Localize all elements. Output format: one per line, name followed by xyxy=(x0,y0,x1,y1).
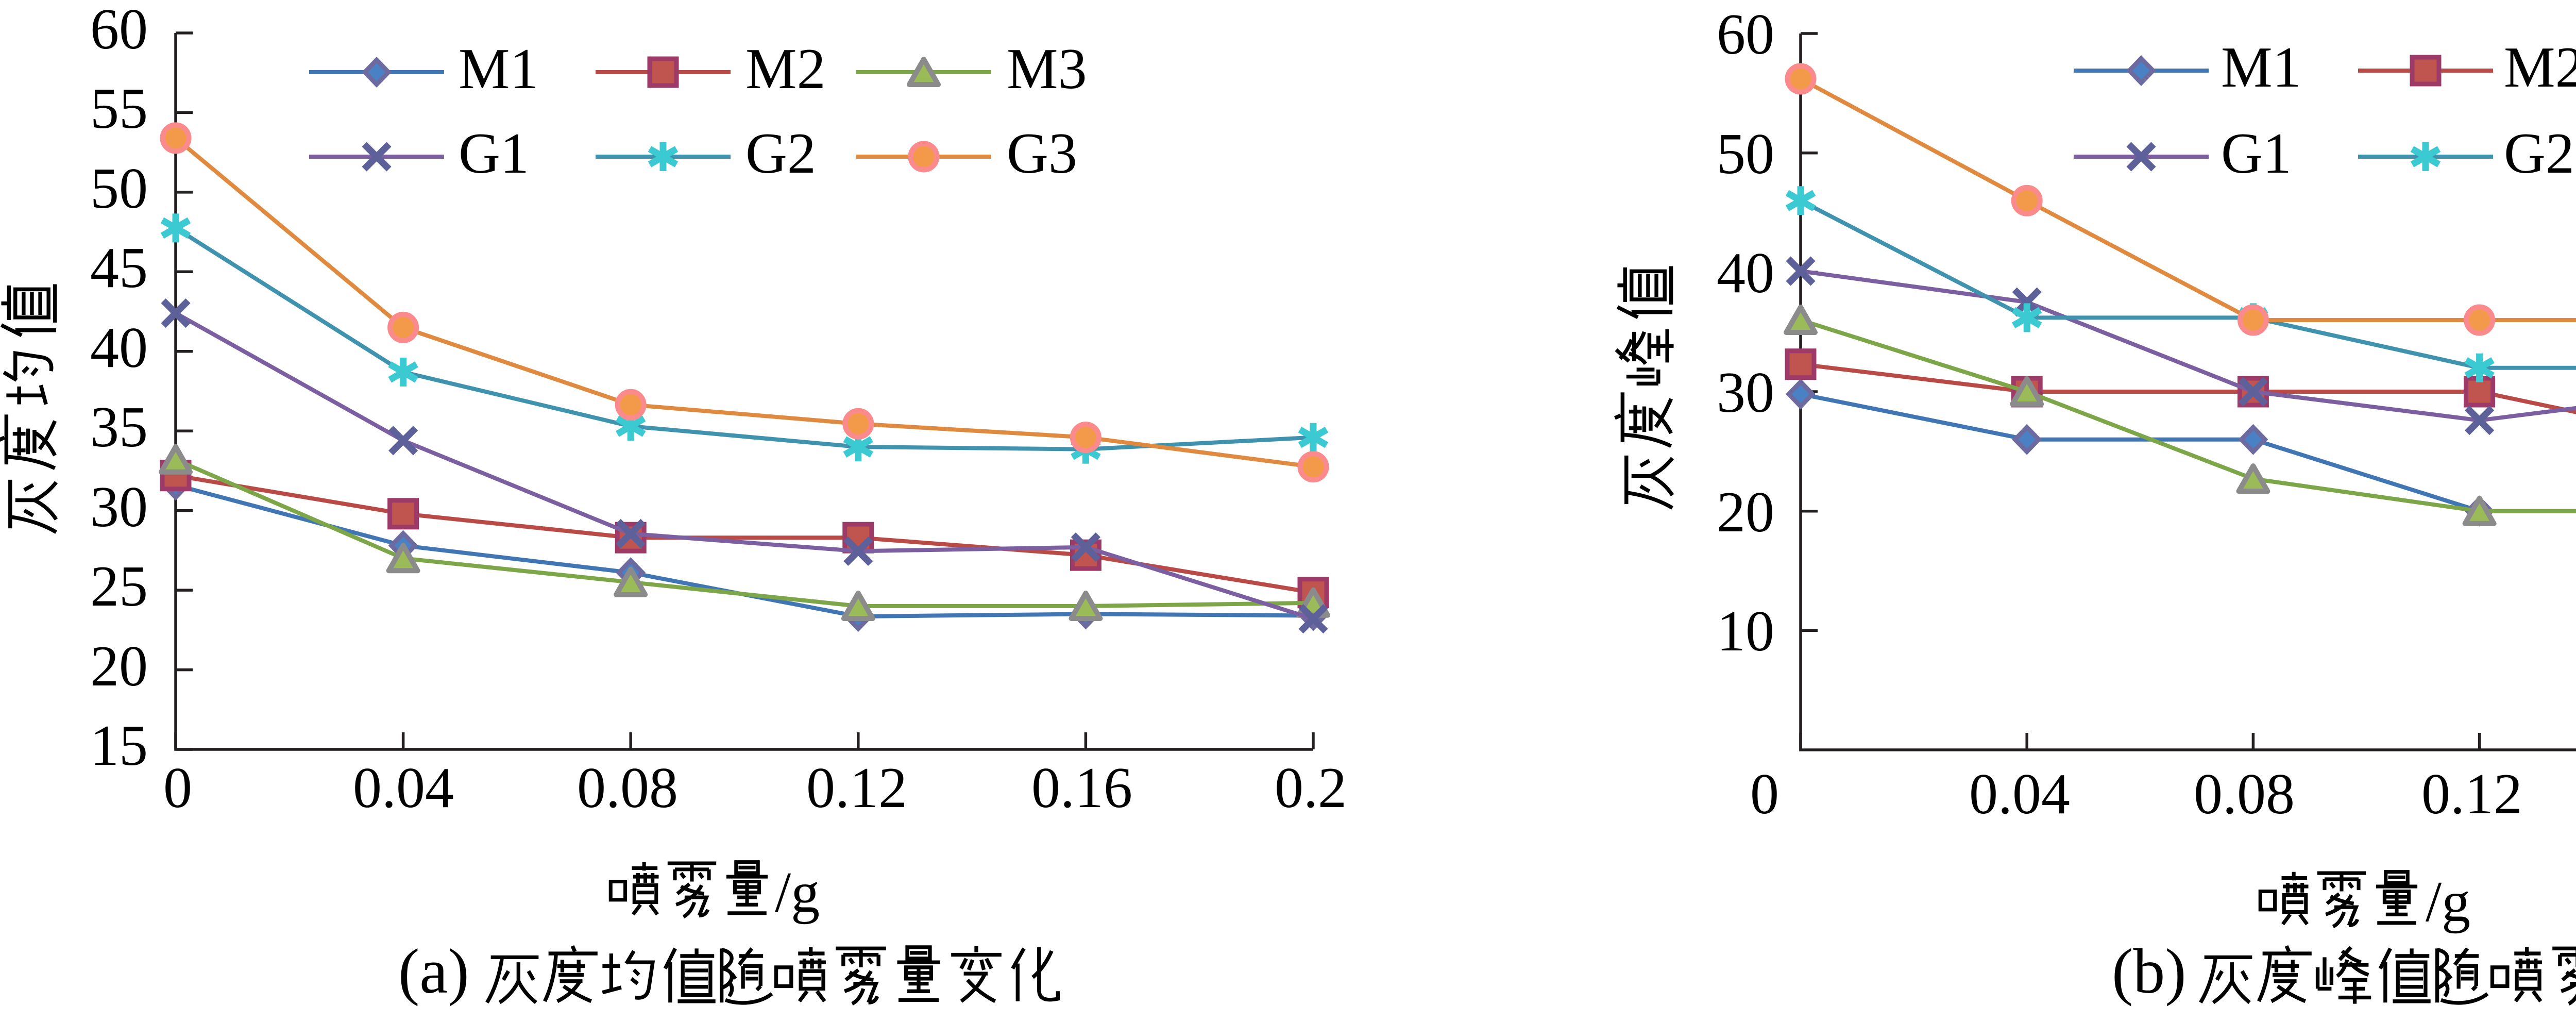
svg-text:0.2: 0.2 xyxy=(1275,756,1347,820)
svg-text:0.04: 0.04 xyxy=(1969,762,2070,826)
svg-text:(b): (b) xyxy=(2112,936,2187,1007)
svg-text:15: 15 xyxy=(90,714,148,778)
svg-text:0.04: 0.04 xyxy=(353,756,454,820)
svg-text:55: 55 xyxy=(90,77,148,141)
svg-text:0: 0 xyxy=(163,756,192,820)
svg-text:60: 60 xyxy=(1717,3,1774,66)
svg-text:G3: G3 xyxy=(1007,122,1077,186)
svg-text:35: 35 xyxy=(90,395,148,459)
svg-text:M1: M1 xyxy=(2221,36,2301,99)
svg-text:40: 40 xyxy=(1717,241,1774,305)
svg-text:50: 50 xyxy=(90,157,148,221)
svg-text:/g: /g xyxy=(775,861,820,925)
svg-text:0.08: 0.08 xyxy=(2194,762,2295,826)
svg-text:30: 30 xyxy=(90,475,148,539)
svg-text:20: 20 xyxy=(1717,480,1774,544)
svg-text:(a): (a) xyxy=(398,936,469,1007)
svg-text:0.16: 0.16 xyxy=(1031,756,1132,820)
svg-text:60: 60 xyxy=(90,0,148,61)
svg-text:M1: M1 xyxy=(459,37,539,101)
svg-text:G2: G2 xyxy=(745,122,816,186)
svg-text:/g: /g xyxy=(2426,870,2470,934)
svg-text:M2: M2 xyxy=(745,37,826,101)
svg-text:40: 40 xyxy=(90,316,148,380)
svg-text:G2: G2 xyxy=(2504,122,2574,186)
svg-text:0.12: 0.12 xyxy=(2421,762,2522,826)
svg-text:0: 0 xyxy=(1750,762,1779,826)
svg-text:G1: G1 xyxy=(459,122,529,186)
svg-text:25: 25 xyxy=(90,555,148,618)
svg-text:45: 45 xyxy=(90,236,148,300)
svg-text:M2: M2 xyxy=(2504,36,2576,99)
svg-text:10: 10 xyxy=(1717,599,1774,663)
svg-text:M3: M3 xyxy=(1007,37,1087,101)
svg-text:30: 30 xyxy=(1717,361,1774,425)
svg-text:20: 20 xyxy=(90,634,148,698)
svg-text:0.08: 0.08 xyxy=(577,756,678,820)
svg-text:0.12: 0.12 xyxy=(806,756,907,820)
svg-text:G1: G1 xyxy=(2221,122,2292,186)
svg-text:50: 50 xyxy=(1717,122,1774,186)
